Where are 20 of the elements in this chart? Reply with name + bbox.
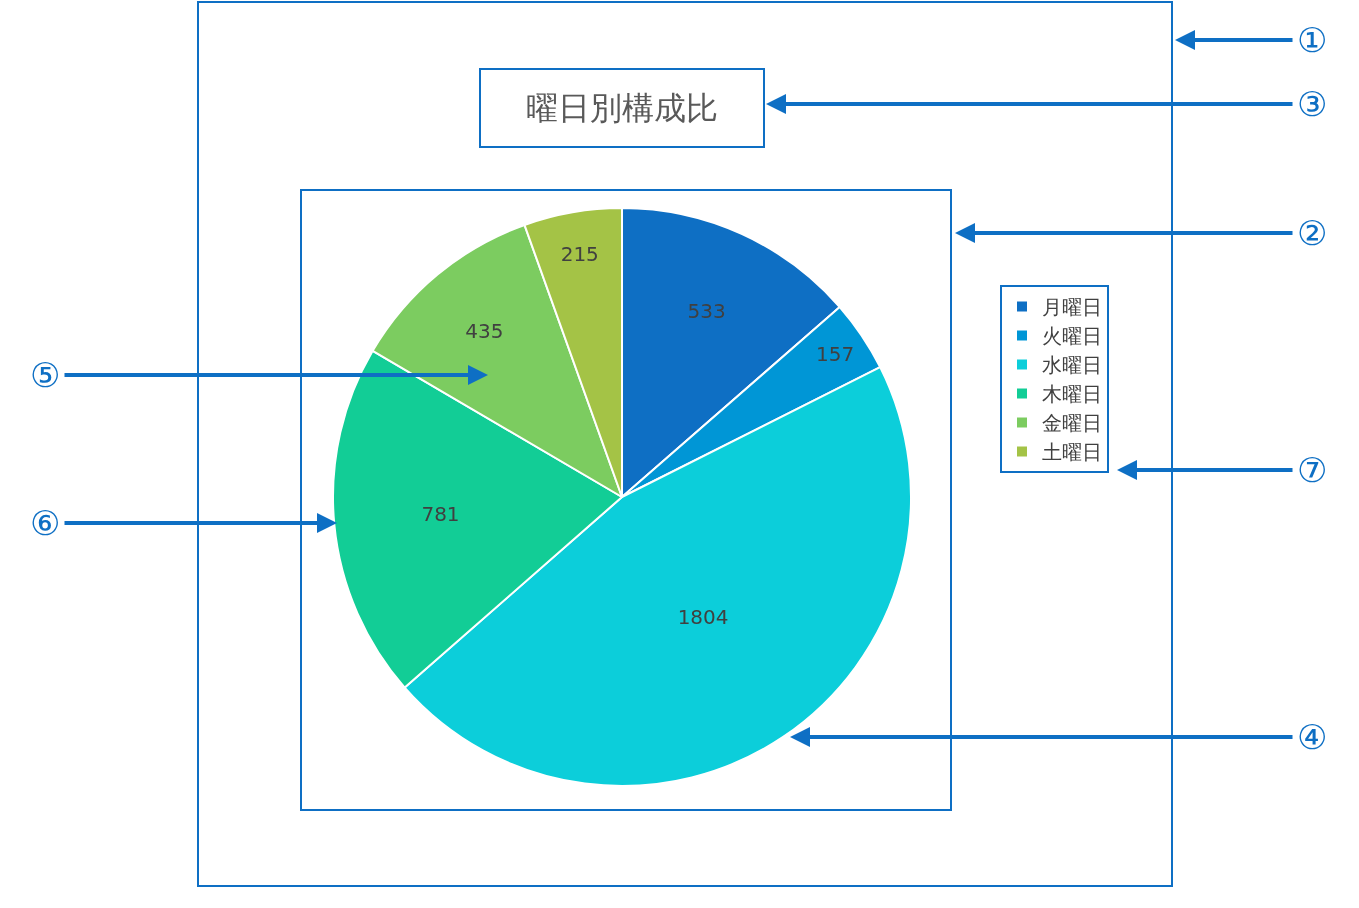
data-label: 215 bbox=[560, 241, 599, 266]
legend-label: 月曜日 bbox=[1042, 295, 1102, 320]
data-label: 435 bbox=[465, 319, 504, 344]
data-label: 1804 bbox=[677, 605, 729, 630]
legend-label: 木曜日 bbox=[1042, 382, 1102, 407]
legend-label: 火曜日 bbox=[1042, 324, 1102, 349]
text: ① bbox=[1297, 20, 1328, 60]
legend-label: 水曜日 bbox=[1042, 353, 1102, 378]
legend-label: 土曜日 bbox=[1042, 440, 1102, 465]
text: ③ bbox=[1297, 84, 1328, 124]
text: ② bbox=[1297, 213, 1328, 253]
text: ⑤ bbox=[30, 355, 61, 395]
data-label: 533 bbox=[687, 298, 726, 323]
legend-label: 金曜日 bbox=[1042, 411, 1102, 436]
text: ⑦ bbox=[1297, 450, 1328, 490]
text: ④ bbox=[1297, 717, 1328, 757]
data-label: 781 bbox=[421, 502, 460, 527]
text: ⑥ bbox=[30, 503, 61, 543]
data-label: 157 bbox=[816, 341, 855, 366]
chart-title: 曜日別構成比 bbox=[526, 89, 718, 128]
